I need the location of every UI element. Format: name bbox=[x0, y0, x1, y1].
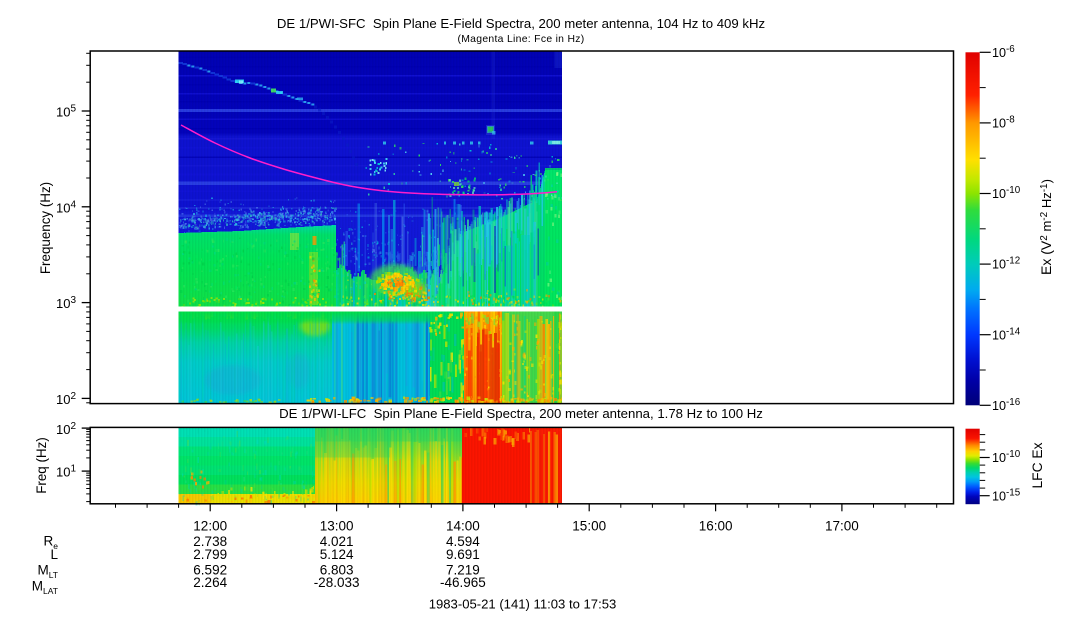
svg-text:Frequency (Hz): Frequency (Hz) bbox=[38, 182, 53, 274]
svg-text:4.021: 4.021 bbox=[320, 534, 354, 549]
svg-text:MLT: MLT bbox=[37, 563, 58, 581]
svg-text:104: 104 bbox=[56, 199, 76, 215]
svg-text:4.594: 4.594 bbox=[446, 534, 480, 549]
svg-text:14:00: 14:00 bbox=[446, 519, 480, 534]
svg-text:6.592: 6.592 bbox=[193, 563, 227, 578]
svg-text:13:00: 13:00 bbox=[320, 519, 354, 534]
svg-text:101: 101 bbox=[56, 464, 76, 480]
svg-text:10-6: 10-6 bbox=[992, 44, 1015, 60]
svg-text:12:00: 12:00 bbox=[193, 519, 227, 534]
svg-text:Freq (Hz): Freq (Hz) bbox=[34, 437, 49, 494]
svg-text:15:00: 15:00 bbox=[572, 519, 606, 534]
svg-text:17:00: 17:00 bbox=[825, 519, 859, 534]
svg-text:105: 105 bbox=[56, 104, 76, 120]
svg-text:(Magenta Line: Fce in Hz): (Magenta Line: Fce in Hz) bbox=[457, 34, 584, 45]
svg-text:LFC Ex: LFC Ex bbox=[1030, 442, 1045, 488]
svg-text:6.803: 6.803 bbox=[320, 563, 354, 578]
svg-text:10-10: 10-10 bbox=[992, 185, 1021, 201]
svg-text:2.738: 2.738 bbox=[193, 534, 227, 549]
svg-text:7.219: 7.219 bbox=[446, 563, 480, 578]
svg-text:10-8: 10-8 bbox=[992, 115, 1015, 131]
svg-text:10-14: 10-14 bbox=[992, 326, 1021, 342]
svg-text:1983-05-21 (141) 11:03 to 17:5: 1983-05-21 (141) 11:03 to 17:53 bbox=[429, 597, 617, 612]
svg-text:5.124: 5.124 bbox=[320, 547, 354, 562]
svg-text:DE 1/PWI-LFC Spin Plane E-Fie: DE 1/PWI-LFC Spin Plane E-Field Spectra,… bbox=[279, 406, 763, 421]
svg-text:DE 1/PWI-SFC Spin Plane E-Fie: DE 1/PWI-SFC Spin Plane E-Field Spectra,… bbox=[277, 16, 765, 31]
svg-text:Ex (V2 m-2 Hz-1): Ex (V2 m-2 Hz-1) bbox=[1038, 179, 1054, 275]
svg-text:16:00: 16:00 bbox=[699, 519, 733, 534]
svg-text:10-15: 10-15 bbox=[992, 487, 1021, 503]
svg-text:103: 103 bbox=[56, 295, 76, 311]
svg-text:10-16: 10-16 bbox=[992, 397, 1021, 413]
svg-text:102: 102 bbox=[56, 421, 76, 437]
svg-text:2.799: 2.799 bbox=[193, 547, 227, 562]
svg-text:10-10: 10-10 bbox=[992, 449, 1021, 465]
svg-text:9.691: 9.691 bbox=[446, 547, 480, 562]
svg-text:-46.965: -46.965 bbox=[440, 575, 486, 590]
svg-text:-28.033: -28.033 bbox=[314, 575, 360, 590]
svg-text:2.264: 2.264 bbox=[193, 575, 227, 590]
svg-text:MLAT: MLAT bbox=[32, 579, 58, 597]
svg-text:102: 102 bbox=[56, 391, 76, 407]
svg-text:L: L bbox=[50, 547, 58, 562]
svg-text:10-12: 10-12 bbox=[992, 256, 1020, 272]
